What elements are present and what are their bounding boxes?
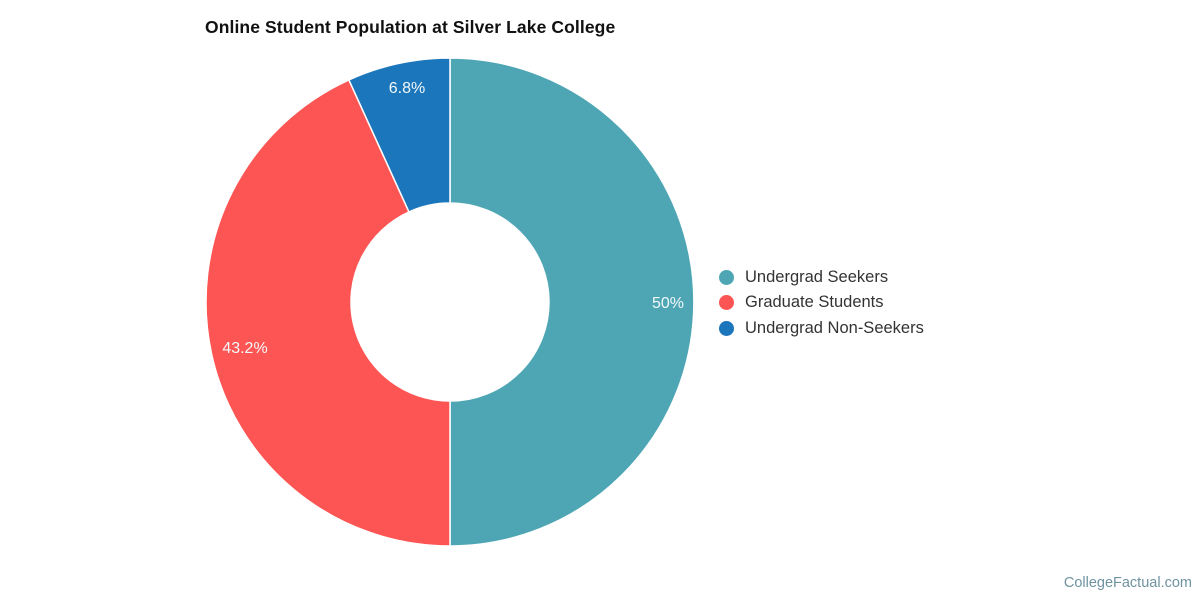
svg-text:43.2%: 43.2% xyxy=(222,340,267,357)
svg-text:50%: 50% xyxy=(652,295,684,312)
svg-text:6.8%: 6.8% xyxy=(389,80,425,97)
